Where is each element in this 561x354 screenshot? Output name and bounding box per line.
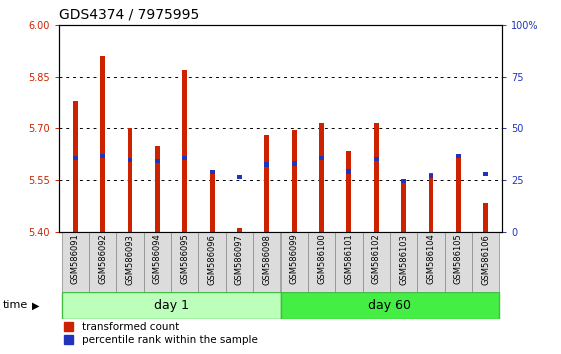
Bar: [472, 232, 499, 292]
Bar: [226, 232, 253, 292]
Bar: [100, 154, 105, 158]
Bar: [335, 232, 362, 292]
Bar: [237, 175, 242, 179]
Bar: [253, 232, 280, 292]
Text: GSM586103: GSM586103: [399, 234, 408, 285]
Legend: transformed count, percentile rank within the sample: transformed count, percentile rank withi…: [64, 322, 257, 345]
Bar: [417, 232, 445, 292]
Text: time: time: [3, 300, 28, 310]
Text: GSM586102: GSM586102: [372, 234, 381, 284]
Bar: [292, 130, 297, 232]
Bar: [210, 173, 214, 232]
Text: GSM586101: GSM586101: [344, 234, 353, 284]
Text: GSM586092: GSM586092: [98, 234, 107, 284]
Bar: [280, 232, 308, 292]
Bar: [401, 179, 406, 232]
Text: GSM586093: GSM586093: [126, 234, 135, 285]
Text: day 1: day 1: [154, 299, 188, 312]
Text: GSM586094: GSM586094: [153, 234, 162, 284]
Bar: [89, 232, 116, 292]
Bar: [237, 228, 242, 232]
Bar: [401, 179, 406, 183]
Bar: [390, 232, 417, 292]
Bar: [347, 170, 351, 173]
Bar: [199, 232, 226, 292]
Bar: [210, 170, 214, 174]
Text: day 60: day 60: [369, 299, 411, 312]
Bar: [347, 151, 351, 232]
Bar: [182, 70, 187, 232]
Text: GSM586096: GSM586096: [208, 234, 217, 285]
Bar: [155, 159, 160, 163]
Bar: [483, 172, 488, 176]
Bar: [292, 161, 297, 166]
Text: GSM586095: GSM586095: [180, 234, 189, 284]
Bar: [182, 156, 187, 160]
Bar: [483, 202, 488, 232]
Bar: [445, 232, 472, 292]
Text: GSM586099: GSM586099: [289, 234, 298, 284]
Bar: [374, 123, 379, 232]
Bar: [73, 156, 78, 160]
Text: ▶: ▶: [32, 300, 39, 310]
Bar: [155, 145, 160, 232]
Text: GSM586097: GSM586097: [235, 234, 244, 285]
Text: GSM586105: GSM586105: [454, 234, 463, 284]
Bar: [73, 101, 78, 232]
Text: GSM586091: GSM586091: [71, 234, 80, 284]
Bar: [62, 232, 89, 292]
Bar: [264, 135, 269, 232]
Bar: [362, 232, 390, 292]
Text: GSM586098: GSM586098: [263, 234, 272, 285]
Bar: [429, 174, 434, 178]
Bar: [319, 123, 324, 232]
Bar: [264, 162, 269, 167]
Bar: [429, 173, 434, 232]
Bar: [456, 154, 461, 158]
Bar: [319, 156, 324, 160]
Bar: [144, 232, 171, 292]
Bar: [280, 292, 499, 319]
Text: GDS4374 / 7975995: GDS4374 / 7975995: [59, 7, 199, 21]
Bar: [62, 292, 280, 319]
Text: GSM586106: GSM586106: [481, 234, 490, 285]
Bar: [116, 232, 144, 292]
Text: GSM586104: GSM586104: [426, 234, 435, 284]
Bar: [308, 232, 335, 292]
Bar: [127, 158, 132, 162]
Bar: [456, 156, 461, 232]
Bar: [127, 128, 132, 232]
Bar: [171, 232, 199, 292]
Bar: [100, 56, 105, 232]
Text: GSM586100: GSM586100: [317, 234, 326, 284]
Bar: [374, 157, 379, 161]
